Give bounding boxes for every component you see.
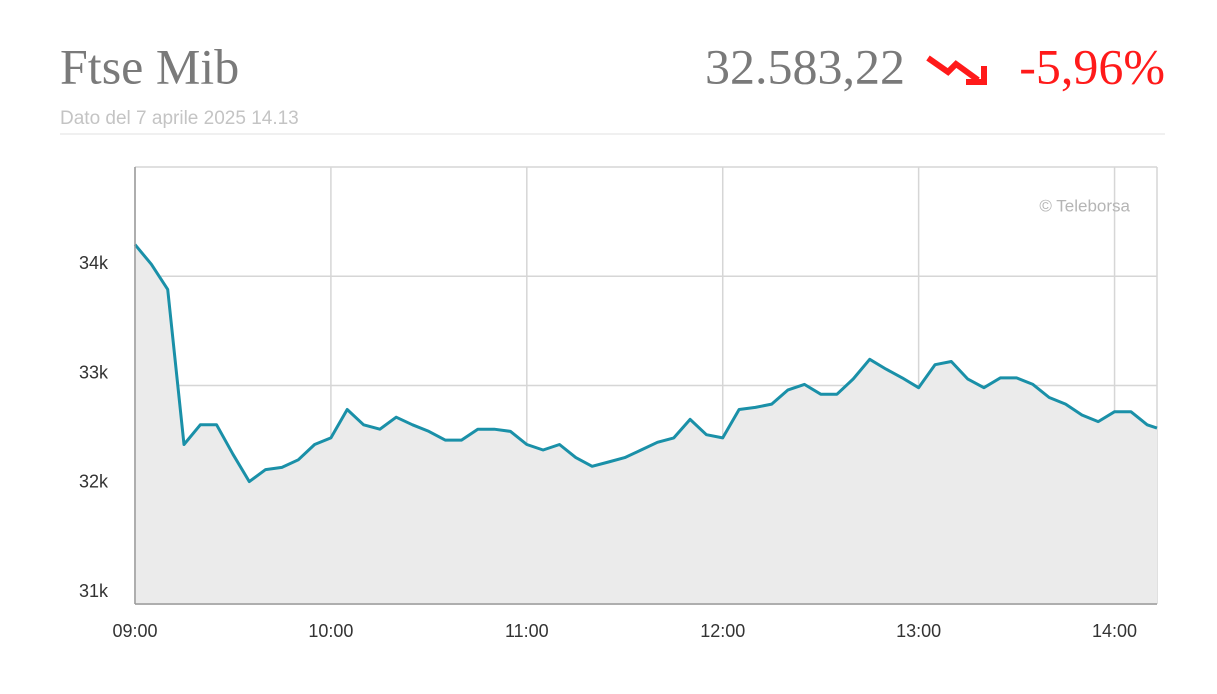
x-tick-label: 14:00: [1092, 621, 1137, 641]
watermark: © Teleborsa: [1039, 196, 1130, 215]
price: 32.583,22: [705, 38, 905, 94]
x-tick-label: 09:00: [112, 621, 157, 641]
down-arrow-icon: [926, 55, 987, 85]
x-tick-label: 10:00: [308, 621, 353, 641]
title: Ftse Mib: [60, 38, 239, 94]
y-tick-label: 32k: [79, 472, 109, 492]
y-tick-label: 31k: [79, 581, 109, 601]
price-line: [133, 243, 1158, 484]
change: -5,96%: [1019, 38, 1165, 94]
subtitle: Dato del 7 aprile 2025 14.13: [60, 108, 299, 129]
x-tick-label: 12:00: [700, 621, 745, 641]
x-tick-label: 13:00: [896, 621, 941, 641]
y-tick-label: 33k: [79, 362, 109, 382]
area-fill: [135, 244, 1157, 604]
x-tick-label: 11:00: [505, 621, 549, 641]
plot: 31k 32k 33k 34k 09:00 10:00 11:00 12:00 13:00 14:…: [79, 166, 1158, 641]
y-tick-label: 34k: [79, 253, 109, 273]
